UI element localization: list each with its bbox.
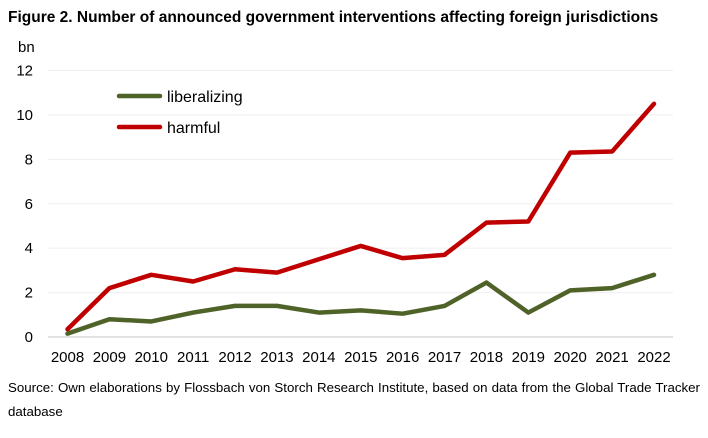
legend-label-harmful: harmful [167, 120, 220, 137]
series-line-harmful [65, 101, 657, 332]
x-tick-label: 2018 [470, 349, 503, 366]
x-tick-label: 2017 [428, 349, 461, 366]
x-tick-label: 2013 [260, 349, 293, 366]
x-tick-label: 2011 [177, 349, 209, 366]
y-tick-label: 2 [25, 285, 33, 302]
x-tick-label: 2020 [554, 349, 587, 366]
x-tick-label: 2008 [51, 349, 84, 366]
x-tick-label: 2012 [218, 349, 251, 366]
y-tick-label: 12 [16, 63, 33, 80]
y-tick-label: 6 [25, 196, 33, 213]
x-tick-label: 2009 [93, 349, 126, 366]
x-tick-label: 2010 [135, 349, 168, 366]
x-tick-label: 2015 [344, 349, 377, 366]
line-chart: bn 0 2 4 6 8 10 12 2008 2009 2010 2011 2012 2013 201… [16, 39, 673, 366]
x-tick-label: 2019 [512, 349, 545, 366]
y-tick-label: 0 [25, 329, 33, 346]
x-tick-label: 2014 [302, 349, 335, 366]
source-note: Source: Own elaborations by Flossbach vo… [8, 380, 700, 419]
chart-title: Figure 2. Number of announced government… [8, 9, 659, 26]
legend-label-liberalizing: liberalizing [167, 89, 243, 106]
y-axis-label: bn [18, 39, 35, 56]
series-line-liberalizing [65, 272, 657, 336]
x-tick-label: 2016 [386, 349, 419, 366]
y-tick-label: 10 [16, 107, 33, 124]
x-tick-label: 2022 [637, 349, 670, 366]
x-tick-label: 2021 [595, 349, 628, 366]
y-tick-label: 8 [25, 151, 33, 168]
y-tick-label: 4 [25, 240, 33, 257]
